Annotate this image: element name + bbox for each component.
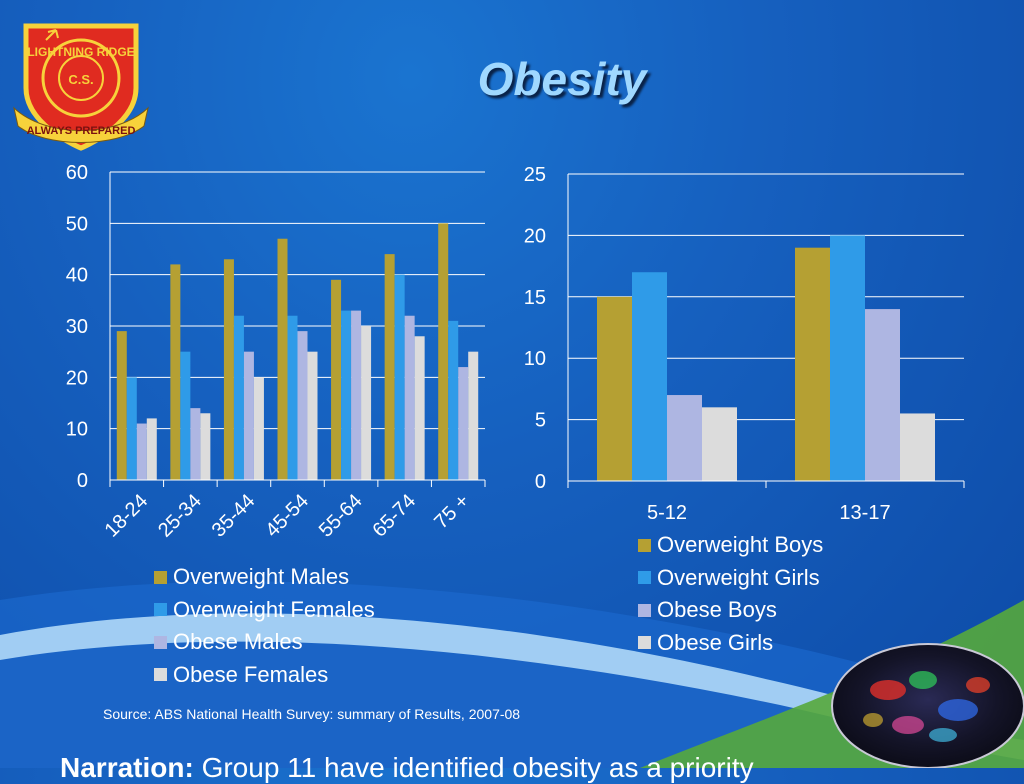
narration-text: Narration: Group 11 have identified obes…	[60, 752, 930, 784]
x-category-label: 25-34	[154, 490, 206, 542]
bar	[384, 254, 395, 480]
bar	[404, 315, 415, 480]
logo-ring-text: LIGHTNING RIDGE	[27, 45, 134, 59]
bar	[243, 351, 254, 480]
logo-ribbon-text: ALWAYS PREPARED	[27, 125, 136, 137]
bar	[795, 247, 830, 481]
bar	[297, 331, 308, 480]
legend-item-overweight-males: Overweight Males	[154, 561, 375, 594]
bar	[900, 413, 935, 481]
y-tick-label: 20	[66, 367, 88, 389]
x-category-label: 75 +	[430, 490, 473, 533]
y-tick-label: 60	[66, 162, 88, 184]
slide-title: Obesity	[477, 53, 647, 105]
y-tick-label: 5	[535, 410, 546, 432]
source-citation: Source: ABS National Health Survey: summ…	[103, 706, 521, 722]
logo-center-text: C.S.	[68, 72, 93, 87]
bar	[341, 310, 352, 480]
bar	[116, 331, 127, 480]
legend-item-obese-boys: Obese Boys	[638, 594, 823, 627]
bar	[448, 320, 459, 480]
bar	[468, 351, 479, 480]
bar	[394, 274, 405, 480]
bar	[277, 238, 288, 480]
y-tick-label: 0	[77, 470, 88, 492]
bar	[287, 315, 298, 480]
adult-chart-legend: Overweight Males Overweight Females Obes…	[154, 561, 375, 691]
opal-gem-image	[831, 643, 1024, 768]
bar	[126, 377, 137, 480]
bar	[597, 296, 632, 481]
background-swoosh	[0, 581, 1024, 768]
x-category-label: 45-54	[261, 490, 313, 542]
x-category-label: 35-44	[208, 490, 260, 542]
bar	[632, 272, 667, 481]
legend-item-obese-girls: Obese Girls	[638, 627, 823, 660]
bar	[414, 336, 425, 480]
children-chart-legend: Overweight Boys Overweight Girls Obese B…	[638, 529, 823, 659]
legend-item-obese-females: Obese Females	[154, 659, 375, 692]
legend-label: Obese Females	[173, 661, 329, 687]
bar	[200, 413, 211, 480]
legend-label: Obese Girls	[657, 629, 774, 655]
bar	[830, 235, 865, 481]
bar	[223, 259, 234, 480]
bar	[233, 315, 244, 480]
x-category-label: 65-74	[368, 490, 420, 542]
bar	[190, 408, 201, 480]
x-category-label: 18-24	[101, 490, 153, 542]
y-tick-label: 15	[524, 287, 546, 309]
bar	[351, 310, 362, 480]
y-tick-label: 20	[524, 225, 546, 247]
x-category-label: 13-17	[839, 502, 890, 524]
legend-label: Obese Males	[173, 629, 303, 655]
y-tick-label: 10	[66, 419, 88, 441]
bar	[253, 377, 264, 480]
legend-swatch	[638, 636, 651, 650]
x-category-label: 5-12	[647, 502, 687, 524]
school-crest-logo: LIGHTNING RIDGE C.S. ALWAYS PREPARED	[13, 23, 149, 151]
legend-swatch	[154, 603, 167, 617]
legend-swatch	[154, 570, 167, 584]
bar	[702, 407, 737, 481]
legend-label: Overweight Females	[173, 596, 375, 622]
bar	[180, 351, 191, 480]
legend-item-overweight-boys: Overweight Boys	[638, 529, 823, 562]
bar	[307, 351, 318, 480]
legend-item-obese-males: Obese Males	[154, 626, 375, 659]
bar	[438, 223, 449, 481]
bar	[146, 418, 157, 480]
bar	[331, 279, 342, 480]
bar	[170, 264, 181, 480]
legend-item-overweight-girls: Overweight Girls	[638, 562, 823, 595]
legend-label: Overweight Males	[173, 564, 350, 590]
y-tick-label: 0	[535, 471, 546, 493]
bar	[458, 367, 469, 480]
legend-label: Overweight Girls	[657, 564, 820, 590]
legend-item-overweight-females: Overweight Females	[154, 594, 375, 627]
legend-label: Obese Boys	[657, 597, 777, 623]
x-category-label: 55-64	[315, 490, 367, 542]
bar	[865, 309, 900, 481]
y-tick-label: 40	[66, 265, 88, 287]
legend-swatch	[154, 668, 167, 682]
y-tick-label: 25	[524, 164, 546, 186]
legend-label: Overweight Boys	[657, 532, 824, 558]
legend-swatch	[154, 635, 167, 649]
bar	[136, 423, 147, 480]
legend-swatch	[638, 538, 651, 552]
bar	[667, 395, 702, 481]
legend-swatch	[638, 571, 651, 585]
y-tick-label: 30	[66, 316, 88, 338]
y-tick-label: 50	[66, 213, 88, 235]
y-tick-label: 10	[524, 348, 546, 370]
bar	[361, 326, 372, 480]
legend-swatch	[638, 603, 651, 617]
